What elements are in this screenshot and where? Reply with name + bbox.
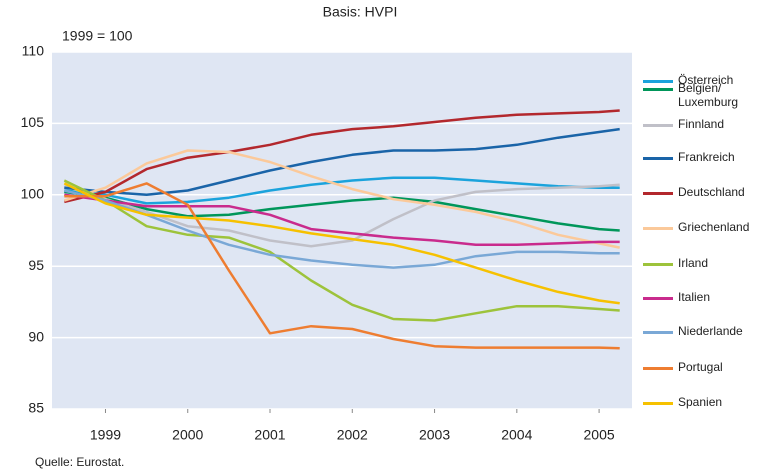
legend-swatch [643,367,673,370]
legend-label: Belgien/ Luxemburg [678,81,739,109]
legend-label: Niederlande [678,324,743,338]
legend-swatch [643,80,673,83]
chart-title: Basis: HVPI [323,4,398,20]
x-tick-label: 2003 [419,427,450,443]
legend-swatch [643,331,673,334]
series-line [63,149,620,249]
series-line [64,182,620,350]
y-tick-label: 90 [28,328,44,344]
legend-swatch [643,297,673,300]
source: Quelle: Eurostat. [35,455,124,469]
y-tick-label: 95 [28,257,44,273]
series-line [64,127,620,197]
x-tick-label: 1999 [90,427,121,443]
plot-area [52,52,632,409]
y-tick-label: 100 [21,186,45,202]
legend-label: Spanien [678,395,723,409]
series-line [64,176,620,205]
x-tick-label: 2005 [584,427,615,443]
y-tick-label: 105 [21,114,45,130]
legend-swatch [643,402,673,405]
legend-swatch [643,124,673,127]
chart-subtitle: 1999 = 100 [62,28,133,44]
legend-swatch [643,227,673,230]
x-tick-label: 2001 [254,427,285,443]
legend-swatch [643,88,673,91]
legend-label: Irland [678,256,709,270]
x-tick-label: 2004 [501,427,532,443]
y-tick-label: 85 [28,400,44,416]
series-line [64,189,620,269]
legend-label: Italien [678,290,711,304]
legend-swatch [643,157,673,160]
series-line [64,190,620,232]
series-line [64,193,620,247]
series-line [63,179,620,322]
series-line [63,182,620,305]
legend-swatch [643,263,673,266]
legend-label: Deutschland [678,185,745,199]
legend-label: Österreich [678,73,734,87]
legend-label: Portugal [678,360,723,374]
legend-label: Frankreich [678,150,735,164]
legend-swatch [643,192,673,195]
x-tick-label: 2002 [337,427,368,443]
x-tick-label: 2000 [172,427,203,443]
legend-label: Griechenland [678,220,750,234]
legend-label: Finnland [678,117,725,131]
y-tick-label: 110 [22,43,45,59]
series-line [64,109,620,204]
